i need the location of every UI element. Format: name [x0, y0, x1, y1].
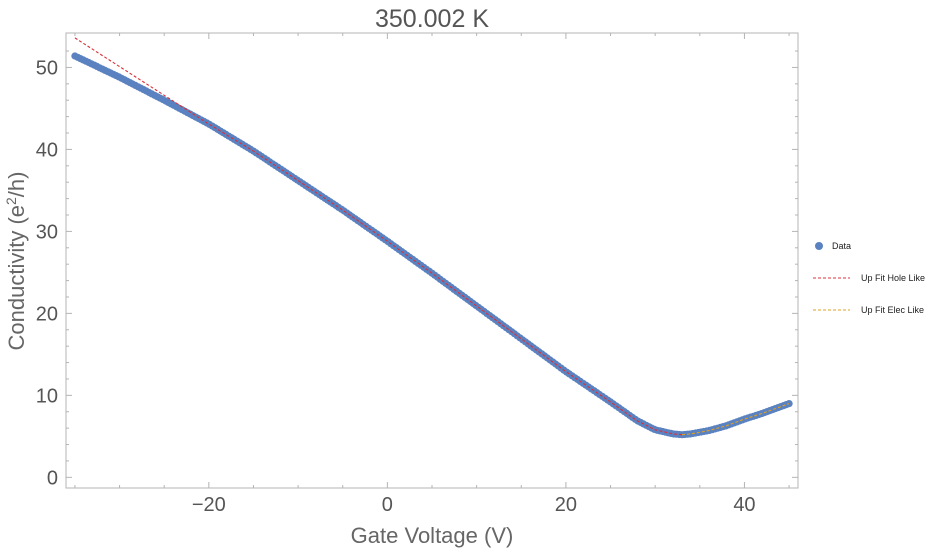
y-axis-label: Conductivity (e2/h)	[3, 172, 29, 351]
y-tick-label: 40	[36, 139, 58, 161]
legend: Data Up Fit Hole Like Up Fit Elec Like	[813, 241, 925, 315]
plot-frame	[65, 32, 799, 489]
x-axis-label: Gate Voltage (V)	[351, 523, 514, 548]
fit-line-up-fit-hole-like	[74, 37, 683, 436]
tick-labels: −20 0 20 40 0 10 20 30 40 50	[36, 57, 756, 516]
legend-marker-data	[815, 242, 823, 250]
x-tick-label: 0	[382, 494, 393, 516]
fit-line-up-fit-elec-like	[681, 403, 790, 436]
y-axis-label-superscript: 2	[3, 197, 19, 205]
y-tick-label: 30	[36, 221, 58, 243]
axis-ticks	[66, 33, 798, 488]
legend-label: Data	[832, 241, 851, 251]
y-axis-label-tail: /h)	[4, 172, 29, 198]
y-tick-label: 20	[36, 303, 58, 325]
y-tick-label: 10	[36, 385, 58, 407]
chart-title: 350.002 K	[375, 5, 489, 33]
y-tick-label: 50	[36, 57, 58, 79]
y-tick-label: 0	[47, 467, 58, 489]
legend-label: Up Fit Hole Like	[861, 273, 925, 283]
y-axis-label-main: Conductivity (e	[4, 205, 29, 351]
x-tick-label: −20	[192, 494, 226, 516]
x-tick-label: 40	[733, 494, 755, 516]
x-tick-label: 20	[555, 494, 577, 516]
plot-area	[71, 37, 793, 439]
legend-label: Up Fit Elec Like	[861, 305, 924, 315]
